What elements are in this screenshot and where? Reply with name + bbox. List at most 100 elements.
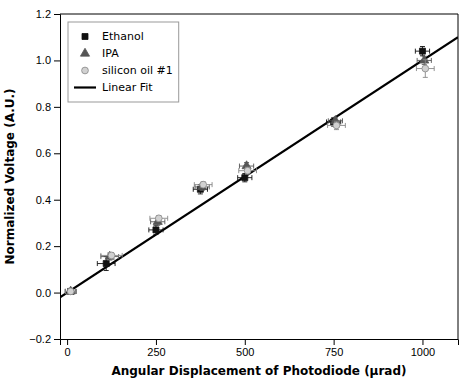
tick-mark bbox=[54, 339, 60, 340]
tick: 0.2 bbox=[36, 240, 60, 252]
x-error-bar bbox=[328, 123, 346, 128]
tick: 1.2 bbox=[36, 8, 60, 20]
y-axis: −0.2 0.0 0.2 0.4 0.6 0.8 1.0 1.2 bbox=[29, 8, 60, 345]
tick: 0.8 bbox=[36, 101, 60, 113]
marks bbox=[60, 37, 458, 297]
point bbox=[153, 227, 159, 233]
tick: 0.0 bbox=[36, 287, 60, 299]
tick-mark bbox=[54, 14, 60, 15]
tick: 1.0 bbox=[36, 54, 60, 66]
chart: 0 250 500 750 1000 −0.2 0.0 0.2 0.4 0.6 0.8 1.0 1.2 E… bbox=[0, 0, 474, 385]
x-error-bar bbox=[150, 216, 168, 221]
y-error-bar bbox=[156, 216, 161, 222]
tick-label: 1.0 bbox=[36, 54, 51, 66]
series bbox=[65, 55, 431, 294]
legend-label: Ethanol bbox=[102, 30, 144, 43]
legend-entry: silicon oil #1 bbox=[82, 64, 173, 77]
tick: 250 bbox=[147, 339, 165, 358]
tick-mark bbox=[156, 339, 157, 345]
tick-mark bbox=[54, 246, 60, 247]
tick-mark bbox=[67, 339, 68, 345]
y-axis-title: Normalized Voltage (A.U.) bbox=[3, 89, 17, 265]
legend-swatch bbox=[80, 48, 89, 56]
tick-label: 0 bbox=[65, 346, 71, 358]
y-error-bar bbox=[201, 182, 206, 188]
tick: 500 bbox=[236, 339, 254, 358]
tick-label: 0.4 bbox=[36, 194, 51, 206]
tick-mark bbox=[334, 339, 335, 345]
tick-mark bbox=[54, 293, 60, 294]
point bbox=[198, 182, 207, 190]
y-error-bar bbox=[245, 167, 250, 174]
tick-label: 500 bbox=[236, 346, 254, 358]
legend-label: IPA bbox=[102, 47, 119, 60]
tick: 0.6 bbox=[36, 147, 60, 159]
point bbox=[68, 288, 74, 294]
legend-entry: IPA bbox=[80, 47, 119, 60]
legend-label: silicon oil #1 bbox=[102, 64, 173, 77]
point bbox=[200, 181, 207, 188]
tick-label: 0.8 bbox=[36, 101, 51, 113]
tick: 0 bbox=[65, 339, 71, 358]
axis-line bbox=[54, 15, 61, 340]
x-error-bar bbox=[65, 289, 76, 294]
point bbox=[244, 167, 251, 174]
tick-mark bbox=[54, 153, 60, 154]
legend-swatch bbox=[74, 86, 96, 88]
point bbox=[420, 55, 429, 63]
point bbox=[103, 261, 109, 267]
legend-swatch bbox=[82, 67, 89, 74]
tick: 1000 bbox=[411, 339, 435, 358]
point bbox=[422, 65, 429, 72]
legend-entry: Ethanol bbox=[82, 30, 144, 43]
legend-swatch bbox=[82, 34, 88, 40]
legend: Ethanol IPA silicon oil #1 Linear Fit bbox=[68, 22, 179, 102]
y-error-bar bbox=[242, 173, 247, 181]
tick-label: 250 bbox=[147, 346, 165, 358]
axis-line bbox=[61, 340, 459, 346]
x-error-bar bbox=[239, 168, 257, 173]
tick-label: 0.2 bbox=[36, 240, 51, 252]
point bbox=[108, 252, 115, 259]
tick-mark bbox=[54, 107, 60, 108]
y-error-bar bbox=[109, 253, 114, 259]
x-axis: 0 250 500 750 1000 bbox=[61, 339, 459, 358]
x-error-bar bbox=[415, 49, 429, 54]
tick-mark bbox=[54, 60, 60, 61]
series bbox=[65, 47, 429, 295]
y-error-bar bbox=[334, 121, 339, 129]
tick-mark bbox=[245, 339, 246, 345]
tick-label: −0.2 bbox=[29, 333, 51, 345]
point bbox=[67, 288, 74, 295]
tick-mark bbox=[54, 200, 60, 201]
tick-label: 750 bbox=[325, 346, 343, 358]
tick: −0.2 bbox=[29, 333, 60, 345]
plot-area: 0 250 500 750 1000 −0.2 0.0 0.2 0.4 0.6 0.8 1.0 1.2 E… bbox=[29, 8, 458, 358]
tick: 0.4 bbox=[36, 194, 60, 206]
legend-box bbox=[68, 22, 179, 102]
fit-line bbox=[60, 37, 458, 297]
point bbox=[333, 122, 340, 129]
tick-mark bbox=[422, 339, 423, 345]
plot-frame bbox=[60, 14, 458, 339]
tick-label: 0.6 bbox=[36, 147, 51, 159]
x-error-bar bbox=[149, 227, 163, 232]
tick: 750 bbox=[325, 339, 343, 358]
x-error-bar bbox=[238, 175, 252, 180]
x-error-bar bbox=[97, 261, 115, 266]
x-error-bar bbox=[101, 253, 122, 258]
tick-label: 1000 bbox=[411, 346, 435, 358]
x-error-bar bbox=[416, 66, 434, 71]
point bbox=[419, 48, 425, 54]
y-error-bar bbox=[420, 47, 425, 56]
tick-label: 0.0 bbox=[36, 287, 51, 299]
legend-entry: Linear Fit bbox=[74, 81, 153, 94]
x-axis-title: Angular Displacement of Photodiode (μrad… bbox=[111, 364, 406, 378]
y-error-bar bbox=[153, 225, 158, 234]
point bbox=[155, 215, 162, 222]
x-error-bar bbox=[194, 182, 212, 187]
tick-label: 1.2 bbox=[36, 8, 51, 20]
legend-label: Linear Fit bbox=[102, 81, 153, 94]
y-error-bar bbox=[423, 60, 428, 78]
point bbox=[242, 175, 248, 181]
